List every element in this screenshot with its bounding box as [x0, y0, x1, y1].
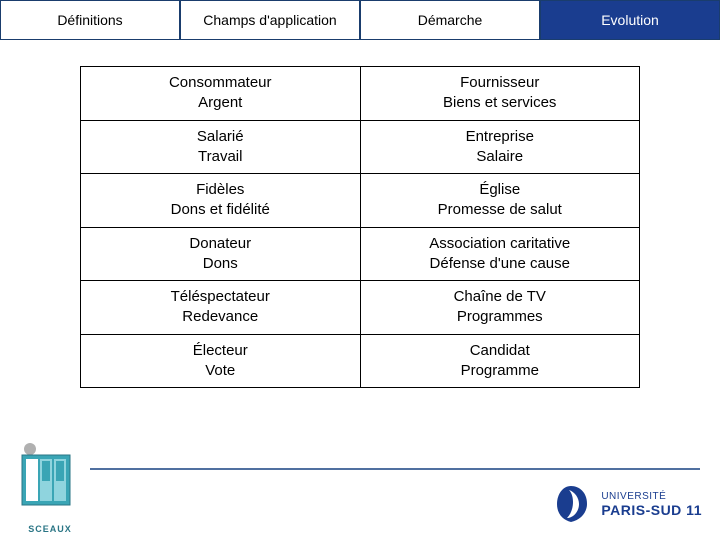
universite-paris-sud-logo: UNIVERSITÉ PARIS-SUD 11: [549, 482, 702, 526]
cell-line1: Fournisseur: [460, 74, 539, 91]
cell-left: Consommateur Argent: [81, 67, 361, 121]
table-row: Fidèles Dons et fidélité Église Promesse…: [81, 174, 640, 228]
cell-left: Téléspectateur Redevance: [81, 281, 361, 335]
footer: SCEAUX UNIVERSITÉ PARIS-SUD 11: [0, 448, 720, 540]
cell-line2: Salaire: [476, 148, 523, 165]
cell-line2: Redevance: [182, 308, 258, 325]
cell-right: Entreprise Salaire: [360, 120, 640, 174]
table-row: Téléspectateur Redevance Chaîne de TV Pr…: [81, 281, 640, 335]
tab-bar: Définitions Champs d'application Démarch…: [0, 0, 720, 40]
cell-line2: Argent: [198, 94, 242, 111]
tab-demarche[interactable]: Démarche: [360, 0, 540, 40]
tab-champs-application[interactable]: Champs d'application: [180, 0, 360, 40]
tab-evolution[interactable]: Evolution: [540, 0, 720, 40]
cell-left: Fidèles Dons et fidélité: [81, 174, 361, 228]
cell-line2: Dons et fidélité: [171, 201, 270, 218]
cell-left: Donateur Dons: [81, 227, 361, 281]
ups-name-text: PARIS-SUD 11: [601, 502, 702, 518]
cell-line2: Défense d'une cause: [430, 255, 570, 272]
cell-right: Candidat Programme: [360, 334, 640, 388]
cell-line1: Candidat: [470, 342, 530, 359]
cell-line1: Fidèles: [196, 181, 244, 198]
cell-line1: Électeur: [193, 342, 248, 359]
cell-left: Salarié Travail: [81, 120, 361, 174]
cell-line2: Biens et services: [443, 94, 556, 111]
iut-sceaux-text: SCEAUX: [18, 524, 82, 534]
cell-line2: Programmes: [457, 308, 543, 325]
cell-line1: Salarié: [197, 128, 244, 145]
tab-definitions[interactable]: Définitions: [0, 0, 180, 40]
cell-line1: Consommateur: [169, 74, 272, 91]
cell-right: Église Promesse de salut: [360, 174, 640, 228]
cell-right: Chaîne de TV Programmes: [360, 281, 640, 335]
cell-line2: Vote: [205, 362, 235, 379]
iut-sceaux-logo: SCEAUX: [18, 441, 82, 534]
cell-line1: Téléspectateur: [171, 288, 270, 305]
cell-line2: Travail: [198, 148, 242, 165]
cell-line2: Promesse de salut: [438, 201, 562, 218]
cell-line1: Donateur: [189, 235, 251, 252]
ups-text-block: UNIVERSITÉ PARIS-SUD 11: [601, 491, 702, 518]
cell-line1: Association caritative: [429, 235, 570, 252]
table-row: Donateur Dons Association caritative Déf…: [81, 227, 640, 281]
ups-universite-text: UNIVERSITÉ: [601, 491, 702, 502]
table-row: Électeur Vote Candidat Programme: [81, 334, 640, 388]
cell-left: Électeur Vote: [81, 334, 361, 388]
cell-line1: Entreprise: [466, 128, 534, 145]
table-row: Consommateur Argent Fournisseur Biens et…: [81, 67, 640, 121]
exchange-relations-table: Consommateur Argent Fournisseur Biens et…: [80, 66, 640, 388]
cell-line1: Chaîne de TV: [454, 288, 546, 305]
footer-divider: [90, 468, 700, 470]
cell-line2: Programme: [461, 362, 539, 379]
cell-line2: Dons: [203, 255, 238, 272]
cell-line1: Église: [479, 181, 520, 198]
table-row: Salarié Travail Entreprise Salaire: [81, 120, 640, 174]
cell-right: Fournisseur Biens et services: [360, 67, 640, 121]
cell-right: Association caritative Défense d'une cau…: [360, 227, 640, 281]
